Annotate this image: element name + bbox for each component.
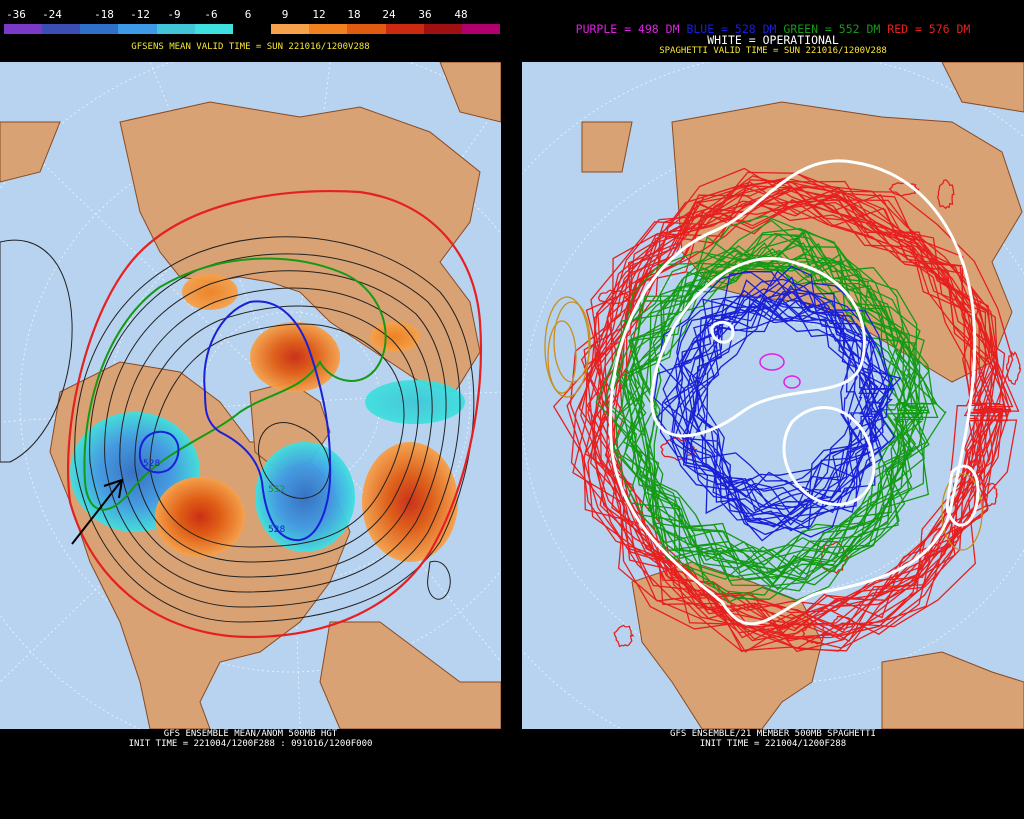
positive-anomaly: [182, 274, 238, 310]
colorbar-tick: -6: [204, 8, 218, 21]
ensemble-member-line: [583, 193, 982, 652]
contour-label: 528: [143, 459, 160, 469]
caption-line-1: GFS ENSEMBLE/21 MEMBER 500MB SPAGHETTI: [670, 729, 876, 739]
ensemble-member-line: [572, 187, 1018, 653]
colorbar-swatch: [309, 24, 348, 34]
positive-anomaly: [155, 477, 245, 557]
ensemble-mean-map: 528 528 552: [0, 62, 501, 729]
ensemble-member-line: [595, 215, 905, 582]
colorbar-tick: 12: [312, 8, 326, 21]
contour-552-green: [83, 257, 387, 511]
colorbar-tick: 36: [418, 8, 432, 21]
caption-line-2: INIT TIME = 221004/1200F288 : 091016/120…: [128, 739, 373, 749]
ensemble-member-line: [597, 289, 629, 305]
left-panel-ensemble-mean: -36 -24 -18 -12 -9 -6 6 9 12 18 24 36 48…: [0, 0, 501, 819]
colorbar-swatch: [423, 24, 462, 34]
ensemble-member-line: [983, 482, 998, 507]
spaghetti-legend: PURPLE = 498 DM BLUE = 528 DM GREEN = 55…: [522, 22, 1024, 36]
positive-anomaly: [250, 322, 340, 392]
colorbar-ticks: -36 -24 -18 -12 -9 -6 6 9 12 18 24 36 48: [4, 8, 500, 21]
ensemble-member-line: [688, 291, 893, 510]
negative-anomaly: [365, 380, 465, 424]
legend-red: RED = 576 DM: [887, 22, 971, 36]
ensemble-member-line: [613, 231, 918, 578]
legend-green: GREEN = 552 DM: [783, 22, 881, 36]
contour-label: 552: [268, 485, 285, 495]
colorbar-swatch: [156, 24, 195, 34]
colorbar-tick: 6: [244, 8, 252, 21]
ensemble-member-line: [656, 270, 893, 509]
spaghetti-green-552: [595, 215, 947, 604]
contour-576-red: [66, 189, 483, 639]
positive-anomaly: [370, 322, 420, 352]
colorbar-swatch: [42, 24, 81, 34]
ensemble-member-line: [1005, 350, 1022, 385]
ensemble-member-line: [613, 624, 635, 648]
ensemble-member-line: [671, 282, 886, 490]
height-contours: [0, 236, 475, 623]
ensemble-member-line: [587, 189, 1001, 642]
colorbar-tick: -36: [6, 8, 26, 21]
colorbar-swatch: [347, 24, 386, 34]
ensemble-member-line: [597, 181, 1011, 629]
panel-divider: [501, 0, 522, 819]
colorbar-tick: 24: [382, 8, 396, 21]
ensemble-member-line: [570, 199, 996, 611]
ensemble-member-line: [633, 257, 930, 558]
annotation-arrow: [71, 478, 124, 545]
spaghetti-map: [522, 62, 1024, 729]
colorbar-tick: 18: [347, 8, 361, 21]
ensemble-member-line: [937, 179, 955, 210]
ensemble-member-line: [674, 276, 871, 498]
ensemble-member-line: [600, 198, 1002, 653]
anomaly-shading: [70, 274, 465, 562]
caption-line-1: GFS ENSEMBLE MEAN/ANOM 500MB HGT: [163, 729, 338, 739]
operational-run-white: [609, 159, 980, 626]
colorbar-swatch: [385, 24, 424, 34]
legend-white: WHITE = OPERATIONAL: [707, 33, 839, 47]
colorbar-tick: -12: [130, 8, 150, 21]
spaghetti-purple-498: [759, 353, 801, 389]
colorbar-swatch: [80, 24, 119, 34]
positive-anomaly: [362, 442, 458, 562]
contour-528-blue: [138, 430, 180, 474]
colorbar-swatch: [194, 24, 233, 34]
right-panel-spaghetti: PURPLE = 498 DM BLUE = 528 DM GREEN = 55…: [522, 0, 1024, 819]
caption-line-2: INIT TIME = 221004/1200F288: [699, 739, 847, 749]
colorbar-swatch: [271, 24, 310, 34]
legend-blue: BLUE = 528 DM: [686, 22, 777, 36]
colorbar-swatch: [4, 24, 43, 34]
colorbar-tick: 48: [454, 8, 468, 21]
colorbar-tick: -24: [42, 8, 62, 21]
ensemble-member-line: [580, 177, 998, 635]
ensemble-member-line: [614, 253, 921, 581]
valid-time-label: GFSENS MEAN VALID TIME = SUN 221016/1200…: [131, 42, 370, 52]
ensemble-member-line: [662, 319, 878, 527]
ensemble-member-line: [629, 233, 930, 591]
contour-label: 528: [268, 525, 285, 535]
ensemble-member-line: [580, 172, 1014, 650]
ensemble-member-line: [593, 189, 1009, 626]
colorbar-swatch: [232, 24, 272, 34]
ensemble-member-line: [638, 231, 917, 588]
spaghetti-valid-time: SPAGHETTI VALID TIME = SUN 221016/1200V2…: [659, 46, 887, 56]
contour-528-blue: [203, 300, 332, 542]
spaghetti-gold-extra: [544, 296, 983, 551]
negative-anomaly: [255, 442, 355, 552]
colorbar: [4, 24, 501, 34]
colorbar-swatch: [118, 24, 157, 34]
ensemble-member-line: [583, 184, 1011, 614]
ensemble-member-line: [659, 270, 888, 523]
colorbar-tick: 9: [281, 8, 289, 21]
ensemble-member-line: [831, 615, 856, 631]
ensemble-member-line: [637, 261, 927, 572]
colorbar-tick: -9: [167, 8, 181, 21]
legend-purple: PURPLE = 498 DM: [575, 22, 680, 36]
ensemble-member-line: [888, 181, 920, 197]
colorbar-tick: -18: [94, 8, 114, 21]
ensemble-member-line: [695, 278, 879, 511]
ensemble-member-line: [801, 622, 828, 645]
colorbar-swatch: [461, 24, 501, 34]
ensemble-member-line: [687, 295, 893, 538]
